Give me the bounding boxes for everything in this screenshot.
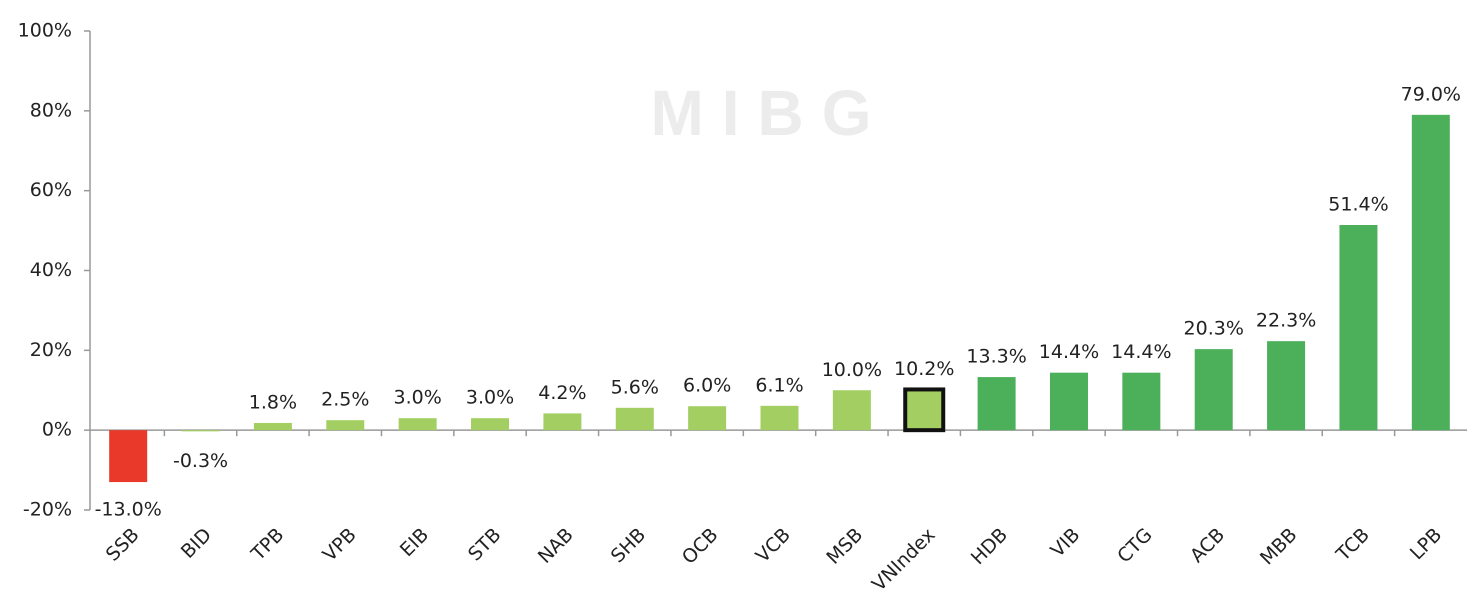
x-tick-label: ACB — [1186, 524, 1229, 567]
x-tick-label: CTG — [1113, 524, 1157, 568]
x-tick-label: EIB — [396, 524, 433, 561]
value-label: 22.3% — [1256, 310, 1316, 332]
value-label: 6.1% — [755, 374, 803, 396]
value-label: 6.0% — [683, 375, 731, 397]
x-tick-label: VCB — [752, 524, 795, 567]
bar — [903, 387, 946, 433]
value-label: 2.5% — [321, 389, 369, 411]
bar — [1049, 372, 1088, 431]
bar — [109, 430, 148, 483]
bar — [1411, 114, 1450, 431]
bar — [1194, 349, 1233, 431]
y-tick-label: -20% — [23, 499, 72, 521]
y-tick-label: 60% — [30, 179, 72, 201]
value-label: 3.0% — [466, 387, 514, 409]
x-tick-label: LPB — [1406, 524, 1446, 564]
x-tick-label: BID — [177, 524, 216, 563]
x-tick-label: SHB — [607, 524, 650, 567]
y-tick-label: 20% — [30, 339, 72, 361]
x-tick-label: NAB — [534, 524, 578, 568]
x-tick-label: VPB — [319, 524, 361, 566]
value-label: 13.3% — [966, 346, 1026, 368]
y-tick-label: 100% — [18, 20, 72, 42]
bar — [688, 406, 727, 431]
x-tick-label: MSB — [822, 524, 867, 569]
x-tick-label: VNIndex — [868, 524, 940, 596]
value-label: 14.4% — [1039, 341, 1099, 363]
bar — [1267, 341, 1306, 431]
bar — [326, 420, 365, 431]
bar — [760, 405, 799, 431]
value-label: -13.0% — [95, 499, 162, 521]
value-label: -0.3% — [173, 450, 228, 472]
bar — [832, 390, 871, 431]
value-label: 79.0% — [1401, 83, 1461, 105]
value-label: 10.0% — [822, 359, 882, 381]
bar — [977, 377, 1016, 431]
value-label: 3.0% — [394, 387, 442, 409]
value-label: 51.4% — [1328, 193, 1388, 215]
bar — [253, 422, 292, 431]
x-tick-label: VIB — [1046, 524, 1084, 562]
bar — [181, 430, 220, 432]
x-tick-label: TPB — [247, 524, 289, 566]
value-label: 1.8% — [249, 391, 297, 413]
x-tick-label: OCB — [678, 524, 723, 569]
bar — [615, 407, 654, 431]
x-tick-label: STB — [464, 524, 506, 566]
bar — [543, 413, 582, 431]
value-label: 5.6% — [611, 376, 659, 398]
bar — [398, 418, 437, 431]
value-label: 10.2% — [894, 358, 954, 380]
x-tick-label: HDB — [967, 524, 1012, 569]
x-tick-label: TCB — [1332, 524, 1374, 566]
value-label: 20.3% — [1184, 318, 1244, 340]
x-tick-label: SSB — [102, 524, 144, 566]
y-tick-label: 0% — [42, 419, 72, 441]
x-tick-label: MBB — [1256, 524, 1302, 570]
bar — [471, 418, 510, 431]
bar — [1122, 372, 1161, 431]
value-label: 4.2% — [538, 382, 586, 404]
y-tick-label: 80% — [30, 99, 72, 121]
value-label: 14.4% — [1111, 341, 1171, 363]
bar — [1339, 224, 1378, 431]
y-tick-label: 40% — [30, 259, 72, 281]
watermark: MIBG — [650, 77, 889, 149]
